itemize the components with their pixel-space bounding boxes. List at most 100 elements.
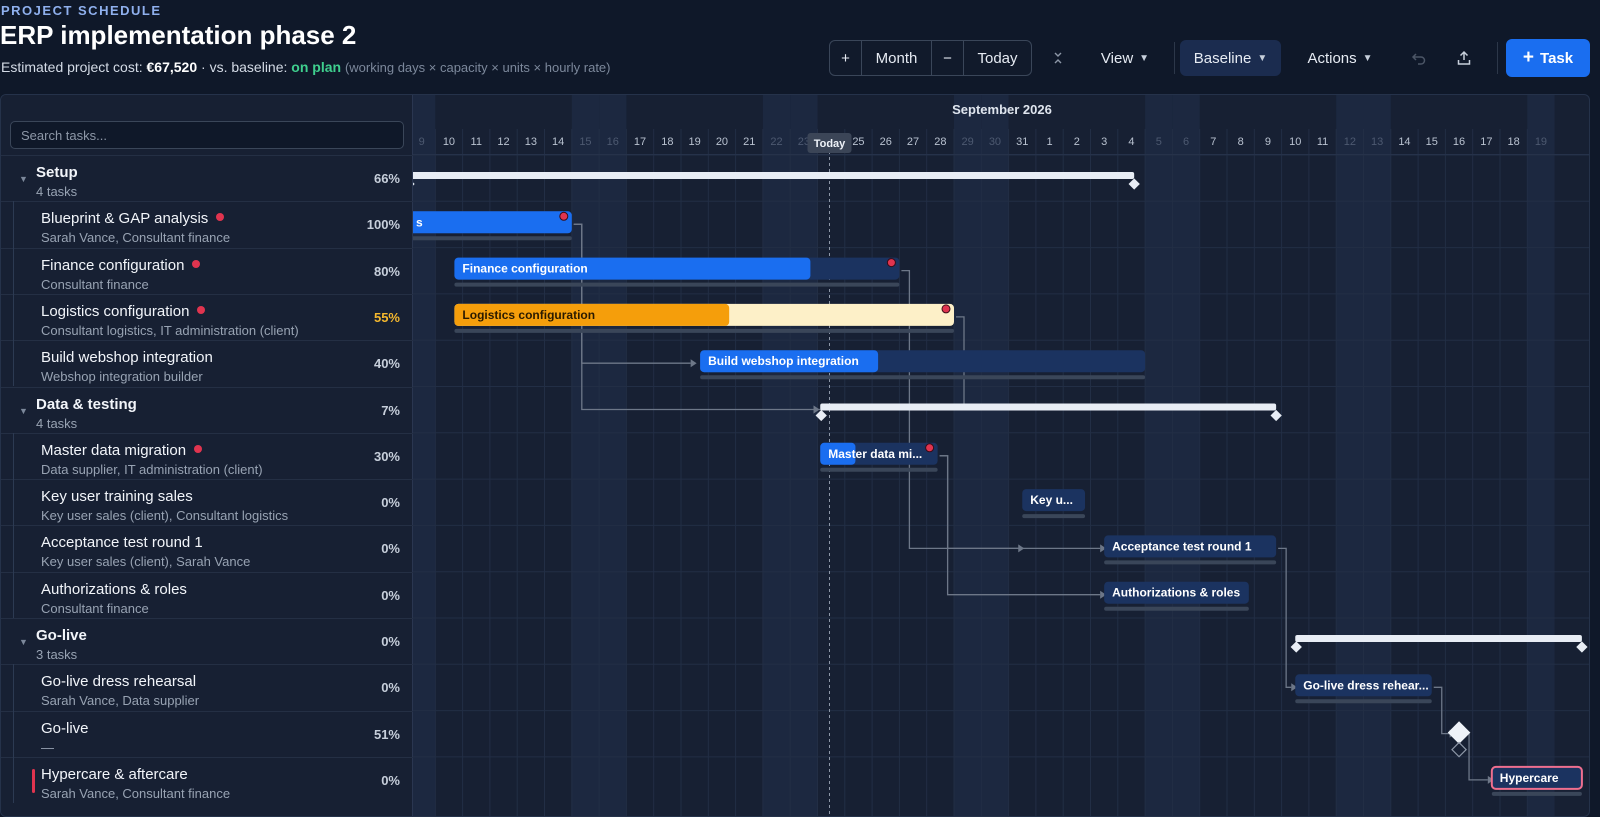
cost-summary: Estimated project cost: €67,520 · vs. ba… bbox=[1, 59, 611, 75]
weekend-column bbox=[571, 95, 600, 816]
task-row-authorizations-roles[interactable]: Authorizations & roles Consultant finance… bbox=[1, 571, 413, 619]
zoom-controls: + Month − Today bbox=[829, 40, 1032, 76]
task-row-logistics-configuration[interactable]: Logistics configuration Consultant logist… bbox=[1, 293, 413, 341]
task-bar-label: Master data mi... bbox=[828, 447, 922, 461]
summary-end-marker bbox=[1128, 178, 1140, 190]
task-row-key-user-training-sales[interactable]: Key user training sales Key user sales (c… bbox=[1, 479, 413, 526]
row-subtitle: 3 tasks bbox=[36, 647, 78, 662]
row-title: Go-live bbox=[41, 720, 89, 737]
baseline-status: on plan bbox=[291, 59, 342, 75]
collapse-button[interactable] bbox=[1045, 40, 1071, 76]
page-eyebrow: PROJECT SCHEDULE bbox=[1, 3, 162, 18]
task-bar[interactable] bbox=[1490, 765, 1583, 790]
row-progress: 40% bbox=[373, 356, 400, 372]
row-progress: 100% bbox=[366, 217, 400, 233]
day-label: 15 bbox=[579, 136, 591, 148]
undo-button[interactable] bbox=[1405, 40, 1433, 76]
task-row-blueprint-gap-analysis[interactable]: Blueprint & GAP analysis Sarah Vance, Con… bbox=[1, 201, 413, 248]
task-bar-label: Key u... bbox=[1030, 493, 1073, 507]
row-name: Blueprint & GAP analysis bbox=[41, 210, 209, 228]
row-name: Acceptance test round 1 bbox=[41, 534, 203, 552]
row-subtitle: Sarah Vance, Consultant finance bbox=[41, 230, 231, 246]
zoom-out-button[interactable]: − bbox=[932, 41, 964, 75]
row-subtitle: Consultant logistics, IT administration … bbox=[41, 322, 299, 338]
day-label: 7 bbox=[1210, 136, 1216, 148]
zoom-in-button[interactable]: + bbox=[830, 41, 862, 75]
scale-button[interactable]: Month bbox=[862, 41, 932, 75]
dependency-link bbox=[1278, 547, 1292, 688]
collapse-caret-icon[interactable]: ▼ bbox=[19, 405, 28, 416]
task-row-go-live-dress-rehearsal[interactable]: Go-live dress rehearsal Sarah Vance, Data… bbox=[1, 664, 413, 711]
row-name: Logistics configuration bbox=[41, 302, 190, 320]
task-row-build-webshop-integration[interactable]: Build webshop integration Webshop integra… bbox=[1, 340, 413, 387]
summary-start-marker bbox=[1290, 641, 1302, 653]
add-task-label: Task bbox=[1540, 49, 1574, 67]
baseline-bar bbox=[1022, 514, 1086, 519]
task-progress-fill bbox=[700, 350, 879, 373]
row-name: Key user training sales bbox=[41, 488, 193, 506]
actions-menu-button[interactable]: Actions ▼ bbox=[1296, 40, 1384, 76]
baseline-bar bbox=[454, 282, 900, 287]
summary-bar[interactable] bbox=[820, 403, 1277, 411]
day-label: 31 bbox=[1016, 136, 1028, 148]
day-label: 21 bbox=[743, 136, 755, 148]
critical-dot-icon bbox=[197, 305, 206, 314]
milestone-diamond[interactable] bbox=[1447, 721, 1471, 744]
task-bar-label: Hypercare bbox=[1500, 771, 1559, 785]
task-row-acceptance-test-round-1[interactable]: Acceptance test round 1 Key user sales (c… bbox=[1, 525, 413, 572]
collapse-caret-icon[interactable]: ▼ bbox=[19, 637, 28, 647]
day-label: 11 bbox=[471, 136, 482, 148]
today-button[interactable]: Today bbox=[977, 49, 1018, 67]
task-bar[interactable] bbox=[1104, 535, 1277, 558]
task-row-hypercare-aftercare[interactable]: Hypercare & aftercare Sarah Vance, Consul… bbox=[1, 756, 413, 804]
row-progress: 0% bbox=[381, 587, 400, 603]
gantt-panel: Search tasks... ▼ Setup 4 tasks 66% Blueprin… bbox=[0, 94, 1590, 817]
group-row-setup[interactable]: ▼ Setup 4 tasks 66% bbox=[1, 155, 413, 202]
row-title: Acceptance test round 1 bbox=[41, 534, 203, 551]
row-progress: 0% bbox=[381, 634, 400, 649]
task-bar-label: Build webshop integration bbox=[708, 354, 859, 368]
day-label: 9 bbox=[419, 136, 425, 148]
row-subtitle: Sarah Vance, Data supplier bbox=[41, 693, 200, 709]
day-label: 2 bbox=[1074, 136, 1080, 148]
critical-dot-icon bbox=[192, 259, 201, 268]
view-menu-button[interactable]: View ▼ bbox=[1089, 40, 1161, 76]
day-label: 6 bbox=[1183, 136, 1189, 148]
baseline-button-label: Baseline bbox=[1193, 49, 1252, 67]
export-button[interactable] bbox=[1450, 40, 1478, 76]
task-row-master-data-migration[interactable]: Master data migration Data supplier, IT a… bbox=[1, 432, 413, 480]
task-row-finance-configuration[interactable]: Finance configuration Consultant finance 8… bbox=[1, 247, 413, 295]
task-row-go-live[interactable]: Go-live — 51% bbox=[1, 710, 413, 758]
search-input[interactable]: Search tasks... bbox=[10, 121, 404, 149]
baseline-bar bbox=[1104, 606, 1249, 611]
day-label: 29 bbox=[962, 136, 974, 148]
summary-bar[interactable] bbox=[1295, 635, 1582, 642]
baseline-milestone-marker bbox=[1451, 741, 1467, 758]
dependency-arrow-icon bbox=[690, 359, 697, 368]
summary-bar[interactable] bbox=[408, 172, 1135, 179]
actions-label: Actions bbox=[1307, 49, 1357, 67]
task-bar[interactable] bbox=[1022, 489, 1086, 512]
row-progress: 30% bbox=[373, 448, 400, 464]
group-row-data-testing[interactable]: ▼ Data & testing 4 tasks 7% bbox=[1, 386, 413, 434]
day-label: 1 bbox=[1046, 136, 1052, 148]
add-task-button[interactable]: + Task bbox=[1506, 39, 1590, 77]
row-title: Finance configuration bbox=[41, 257, 201, 274]
group-row-go-live[interactable]: ▼ Go-live 3 tasks 0% bbox=[1, 618, 413, 665]
baseline-menu-button[interactable]: Baseline ▼ bbox=[1180, 40, 1281, 76]
row-subtitle: Sarah Vance, Consultant finance bbox=[41, 785, 231, 801]
collapse-caret-icon[interactable]: ▼ bbox=[19, 174, 28, 184]
task-bar[interactable] bbox=[1295, 674, 1432, 697]
row-name: Go-live bbox=[41, 719, 89, 737]
row-progress: 80% bbox=[373, 263, 400, 279]
today-badge-label: Today bbox=[814, 138, 846, 150]
task-bar[interactable] bbox=[1104, 581, 1249, 604]
row-progress: 0% bbox=[381, 772, 400, 788]
row-progress: 51% bbox=[373, 726, 400, 742]
cost-value: €67,520 bbox=[146, 59, 198, 75]
day-label: 18 bbox=[1508, 136, 1520, 148]
undo-icon bbox=[1411, 53, 1426, 65]
day-label: 12 bbox=[497, 136, 509, 148]
day-label: 14 bbox=[1398, 136, 1410, 148]
day-label: 9 bbox=[1265, 136, 1271, 148]
